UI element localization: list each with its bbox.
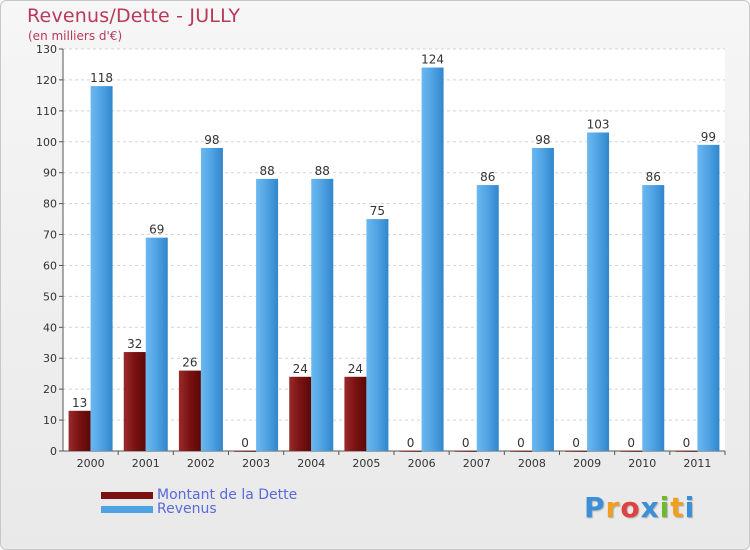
bar-revenus	[145, 237, 168, 451]
legend-item-revenus: Revenus	[101, 501, 217, 517]
data-label-dette: 32	[127, 337, 142, 351]
y-tick-label: 110	[36, 105, 57, 118]
x-tick-label: 2009	[573, 457, 601, 470]
x-tick-label: 2010	[628, 457, 656, 470]
bar-revenus	[366, 219, 389, 451]
data-label-revenus: 86	[646, 170, 661, 184]
x-tick-label: 2005	[352, 457, 380, 470]
legend-label-revenus: Revenus	[157, 501, 217, 517]
bar-dette	[675, 451, 698, 452]
data-label-revenus: 88	[315, 164, 330, 178]
data-label-dette: 0	[683, 436, 691, 450]
y-tick-label: 80	[43, 198, 57, 211]
logo-letter: r	[605, 491, 621, 524]
x-tick-label: 2004	[297, 457, 325, 470]
x-tick-label: 2002	[187, 457, 215, 470]
data-label-dette: 0	[517, 436, 525, 450]
data-label-revenus: 118	[90, 71, 113, 85]
bar-revenus	[90, 86, 113, 451]
y-tick-label: 10	[43, 414, 57, 427]
data-label-revenus: 103	[587, 117, 610, 131]
legend-swatch-dette	[101, 491, 153, 499]
data-label-revenus: 75	[370, 204, 385, 218]
x-tick-label: 2001	[132, 457, 160, 470]
bar-dette	[509, 451, 532, 452]
data-label-revenus: 98	[204, 133, 219, 147]
bar-revenus	[311, 178, 334, 451]
y-tick-label: 90	[43, 167, 57, 180]
bar-revenus	[200, 147, 223, 451]
x-tick-label: 2003	[242, 457, 270, 470]
data-label-dette: 0	[241, 436, 249, 450]
bar-dette	[234, 451, 257, 452]
logo-letter: i	[684, 491, 696, 524]
bar-dette	[123, 352, 146, 451]
y-tick-label: 100	[36, 136, 57, 149]
logo-letter: i	[659, 491, 671, 524]
y-tick-label: 50	[43, 290, 57, 303]
bar-revenus	[697, 144, 720, 451]
y-tick-label: 70	[43, 229, 57, 242]
data-label-revenus: 98	[535, 133, 550, 147]
y-tick-label: 60	[43, 259, 57, 272]
bar-dette	[344, 376, 367, 451]
bar-dette	[178, 370, 201, 451]
legend-label-dette: Montant de la Dette	[157, 487, 298, 503]
bar-dette	[620, 451, 643, 452]
chart-title: Revenus/Dette - JULLY	[27, 5, 241, 27]
x-tick-label: 2008	[518, 457, 546, 470]
legend-item-dette: Montant de la Dette	[101, 487, 297, 503]
bar-revenus	[531, 147, 554, 451]
data-label-dette: 0	[462, 436, 470, 450]
y-tick-label: 30	[43, 352, 57, 365]
data-label-revenus: 69	[149, 223, 164, 237]
logo-letter: t	[670, 491, 685, 524]
bar-revenus	[476, 185, 499, 452]
x-tick-label: 2007	[463, 457, 491, 470]
y-tick-label: 20	[43, 383, 57, 396]
data-label-dette: 13	[72, 396, 87, 410]
legend-swatch-revenus	[101, 505, 153, 513]
x-tick-label: 2011	[683, 457, 711, 470]
proxiti-logo: Proxiti	[584, 491, 695, 524]
data-label-dette: 24	[348, 362, 363, 376]
y-tick-label: 40	[43, 321, 57, 334]
bar-revenus	[421, 67, 444, 452]
logo-letter: P	[584, 491, 606, 524]
plot-area	[63, 49, 725, 451]
logo-letter: x	[640, 491, 660, 524]
y-tick-label: 130	[36, 43, 57, 56]
data-label-dette: 0	[407, 436, 415, 450]
bar-dette	[454, 451, 477, 452]
bar-dette	[399, 451, 422, 452]
chart-subtitle: (en milliers d'€)	[28, 29, 123, 43]
data-label-dette: 0	[572, 436, 580, 450]
x-tick-label: 2006	[408, 457, 436, 470]
data-label-revenus: 88	[259, 164, 274, 178]
data-label-dette: 26	[182, 356, 197, 370]
bar-dette	[565, 451, 588, 452]
x-tick-label: 2000	[77, 457, 105, 470]
bar-revenus	[256, 178, 279, 451]
data-label-dette: 24	[293, 362, 308, 376]
y-tick-label: 120	[36, 74, 57, 87]
y-tick-label: 0	[50, 445, 57, 458]
bar-revenus	[587, 132, 610, 451]
data-label-revenus: 99	[701, 130, 716, 144]
data-label-revenus: 86	[480, 170, 495, 184]
bar-revenus	[642, 185, 665, 452]
data-label-revenus: 124	[421, 53, 444, 67]
bar-dette	[68, 410, 91, 451]
logo-letter: o	[620, 491, 641, 524]
data-label-dette: 0	[627, 436, 635, 450]
bar-dette	[289, 376, 312, 451]
